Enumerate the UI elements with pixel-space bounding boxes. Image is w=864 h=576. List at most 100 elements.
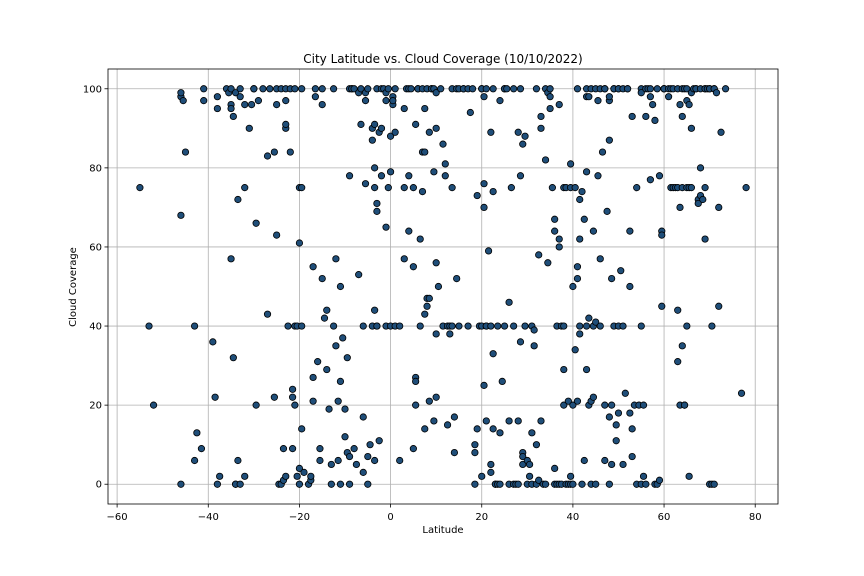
data-point bbox=[432, 330, 440, 338]
data-point bbox=[685, 100, 693, 109]
data-point bbox=[694, 199, 702, 208]
data-point bbox=[649, 100, 657, 109]
data-point bbox=[341, 433, 349, 441]
data-point bbox=[263, 152, 272, 160]
data-point bbox=[619, 460, 627, 469]
data-point bbox=[309, 397, 317, 405]
data-point bbox=[655, 172, 664, 180]
data-point bbox=[412, 377, 420, 386]
y-tick-label: 60 bbox=[89, 242, 102, 253]
data-point bbox=[576, 322, 584, 330]
data-point bbox=[471, 441, 479, 449]
data-point bbox=[282, 97, 290, 105]
data-point bbox=[259, 85, 267, 93]
data-point bbox=[516, 338, 525, 346]
data-point bbox=[626, 227, 634, 235]
data-point bbox=[332, 342, 340, 350]
data-point bbox=[382, 97, 390, 105]
data-point bbox=[316, 445, 324, 453]
data-point bbox=[441, 172, 449, 180]
data-point bbox=[396, 322, 404, 330]
data-point bbox=[193, 429, 201, 437]
data-point bbox=[345, 172, 354, 180]
data-point bbox=[496, 480, 504, 488]
data-point bbox=[318, 85, 326, 93]
data-point bbox=[288, 393, 297, 401]
x-tick-label: 60 bbox=[658, 512, 671, 523]
data-point bbox=[582, 322, 591, 330]
data-point bbox=[473, 191, 481, 200]
data-point bbox=[678, 342, 686, 350]
data-point bbox=[241, 100, 249, 109]
data-point bbox=[432, 89, 440, 97]
data-point bbox=[209, 338, 217, 346]
data-point bbox=[323, 365, 331, 374]
data-point bbox=[229, 112, 237, 121]
data-point bbox=[288, 445, 297, 453]
data-point bbox=[637, 89, 645, 97]
data-point bbox=[200, 85, 208, 93]
data-point bbox=[592, 318, 600, 326]
data-point bbox=[149, 401, 158, 409]
data-point bbox=[535, 251, 543, 259]
data-point bbox=[484, 247, 493, 255]
data-point bbox=[357, 120, 365, 128]
data-point bbox=[250, 85, 258, 93]
data-point bbox=[298, 322, 306, 330]
data-point bbox=[400, 255, 408, 263]
data-point bbox=[537, 112, 545, 121]
x-tick-label: 20 bbox=[475, 512, 488, 523]
data-point bbox=[628, 452, 636, 461]
data-point bbox=[710, 480, 718, 488]
data-point bbox=[576, 235, 584, 243]
data-point bbox=[371, 164, 379, 172]
data-point bbox=[234, 456, 242, 465]
data-point bbox=[701, 184, 709, 192]
data-point bbox=[530, 342, 538, 350]
data-point bbox=[487, 128, 495, 136]
data-point bbox=[330, 85, 338, 93]
data-point bbox=[245, 124, 253, 132]
data-point bbox=[646, 176, 654, 184]
data-point bbox=[409, 445, 417, 453]
data-point bbox=[687, 184, 696, 192]
data-point bbox=[441, 160, 449, 168]
data-point bbox=[680, 401, 689, 409]
data-point bbox=[567, 160, 575, 168]
x-tick-label: −60 bbox=[107, 512, 128, 523]
data-point bbox=[655, 476, 664, 484]
data-point bbox=[177, 480, 185, 488]
data-point bbox=[737, 389, 746, 397]
data-point bbox=[555, 243, 563, 251]
data-point bbox=[715, 302, 723, 310]
data-point bbox=[448, 322, 456, 330]
data-point bbox=[665, 93, 673, 101]
data-point bbox=[384, 184, 392, 192]
data-point bbox=[601, 456, 609, 465]
data-point bbox=[582, 365, 591, 374]
data-point bbox=[364, 452, 372, 461]
data-point bbox=[263, 310, 272, 318]
data-point bbox=[646, 93, 654, 101]
data-point bbox=[576, 330, 584, 338]
data-point bbox=[633, 184, 641, 192]
data-point bbox=[446, 330, 454, 338]
data-point bbox=[498, 377, 506, 386]
data-point bbox=[603, 207, 611, 215]
data-point bbox=[236, 93, 244, 101]
data-point bbox=[254, 97, 263, 105]
data-points bbox=[136, 85, 750, 488]
data-point bbox=[286, 148, 294, 156]
data-point bbox=[266, 85, 274, 93]
data-point bbox=[364, 85, 372, 93]
data-point bbox=[580, 456, 588, 465]
data-point bbox=[571, 346, 579, 354]
data-point bbox=[241, 184, 249, 192]
data-point bbox=[361, 180, 370, 188]
data-point bbox=[503, 85, 511, 93]
data-point bbox=[471, 480, 479, 488]
data-point bbox=[432, 259, 440, 267]
data-point bbox=[612, 437, 620, 445]
data-point bbox=[307, 472, 315, 480]
data-point bbox=[699, 195, 707, 204]
